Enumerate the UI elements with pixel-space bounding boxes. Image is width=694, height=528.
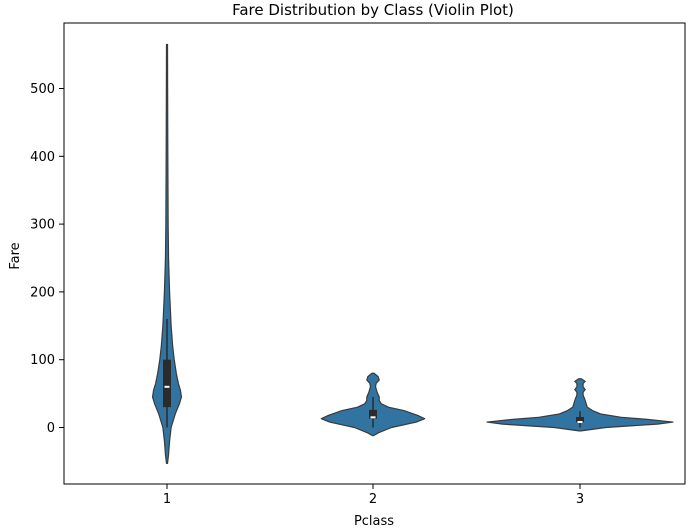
x-axis: 1 2 3 bbox=[163, 484, 584, 507]
y-axis: 0 100 200 300 400 500 bbox=[30, 82, 64, 436]
plot-frame bbox=[63, 22, 686, 485]
y-tick-label: 400 bbox=[30, 150, 55, 165]
y-tick-label: 100 bbox=[30, 353, 55, 368]
iqr-box-class-3 bbox=[576, 416, 584, 423]
x-tick-label: 1 bbox=[163, 492, 171, 507]
x-axis-label: Pclass bbox=[354, 514, 394, 528]
iqr-box-class-2 bbox=[369, 409, 377, 419]
y-tick-label: 200 bbox=[30, 285, 55, 300]
y-tick-label: 300 bbox=[30, 218, 55, 233]
iqr-box-class-1 bbox=[163, 359, 171, 408]
x-tick-label: 3 bbox=[576, 492, 584, 507]
violin-class-1 bbox=[151, 43, 183, 465]
y-tick-label: 500 bbox=[30, 82, 55, 97]
y-axis-label: Fare bbox=[8, 242, 23, 269]
x-tick-label: 2 bbox=[369, 492, 377, 507]
violin-class-3 bbox=[486, 378, 674, 432]
y-tick-label: 0 bbox=[47, 421, 55, 436]
chart-title: Fare Distribution by Class (Violin Plot) bbox=[232, 1, 514, 19]
box-plots bbox=[163, 319, 584, 428]
